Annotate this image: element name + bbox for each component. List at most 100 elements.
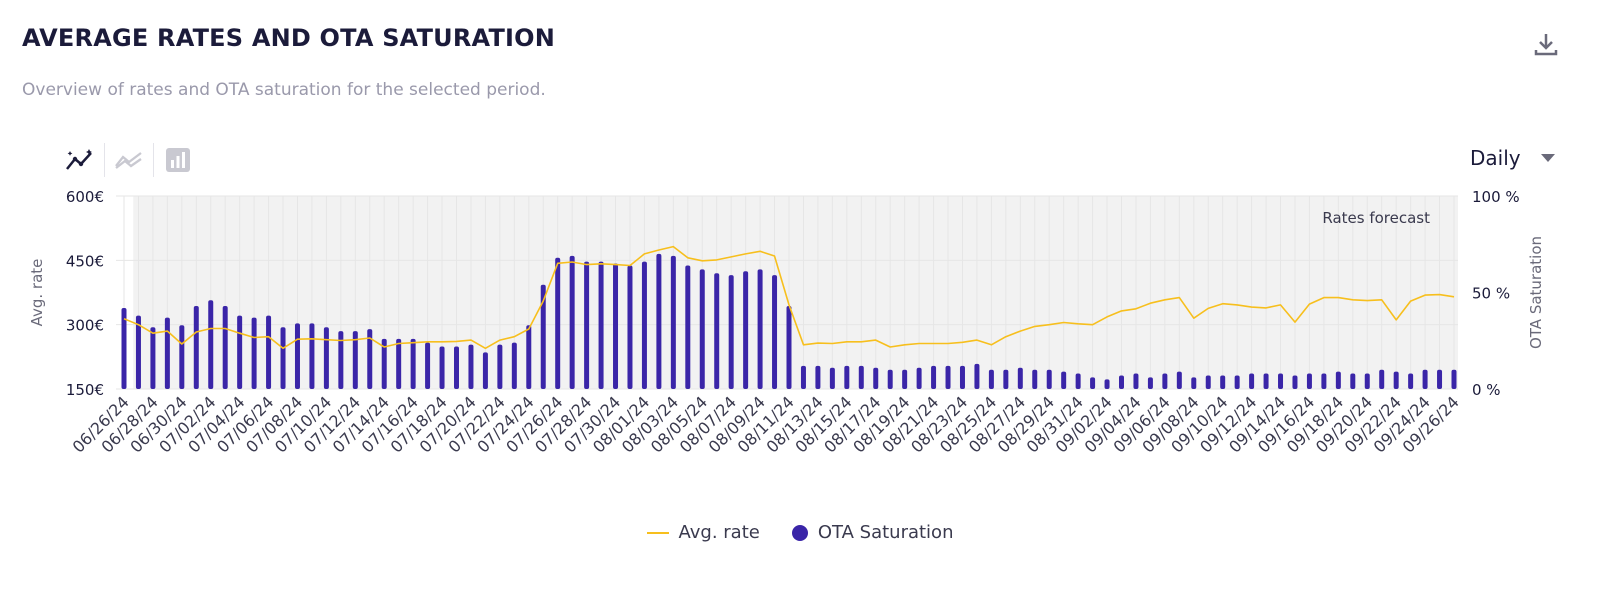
ota-saturation-bar <box>323 327 329 389</box>
ota-saturation-bar <box>1176 371 1182 389</box>
ota-saturation-bar <box>887 369 893 389</box>
ota-saturation-bar <box>1364 373 1370 389</box>
legend-item-avg-rate[interactable]: Avg. rate <box>646 522 760 543</box>
trend-line-icon[interactable] <box>109 142 149 178</box>
chart-title: AVERAGE RATES AND OTA SATURATION <box>22 24 556 52</box>
chevron-down-icon <box>1540 154 1555 162</box>
ota-saturation-bar <box>1032 369 1038 389</box>
ota-saturation-bar <box>902 369 908 389</box>
right-axis-tick-label: 0 % <box>1472 381 1501 399</box>
ota-saturation-bar <box>916 367 922 389</box>
ota-saturation-bar <box>1220 375 1226 389</box>
legend-line-swatch <box>646 531 669 534</box>
ota-saturation-bar <box>945 365 951 389</box>
ota-saturation-bar <box>1451 369 1457 389</box>
legend-label: OTA Saturation <box>817 522 954 543</box>
ota-saturation-bar <box>1263 373 1269 389</box>
download-icon[interactable] <box>1532 30 1560 58</box>
left-axis-tick-label: 300€ <box>66 317 104 335</box>
ota-saturation-bar <box>280 327 286 389</box>
ota-saturation-bar <box>1350 373 1356 389</box>
ota-saturation-bar <box>352 331 358 389</box>
left-axis-tick-label: 150€ <box>66 381 104 399</box>
ota-saturation-bar <box>858 365 864 389</box>
ota-saturation-bar <box>584 261 590 389</box>
ota-saturation-bar <box>511 342 517 389</box>
right-axis-tick-label: 100 % <box>1472 188 1520 206</box>
ota-saturation-bar <box>1335 371 1341 389</box>
ota-saturation-bar <box>309 323 315 389</box>
ota-saturation-bar <box>1119 375 1124 389</box>
right-axis-title: OTA Saturation <box>1527 236 1545 349</box>
left-axis-title: Avg. rate <box>28 259 46 327</box>
bar-chart-icon[interactable] <box>158 142 198 178</box>
ota-saturation-bar <box>150 327 156 389</box>
ota-saturation-bar <box>468 344 474 389</box>
ota-saturation-bar <box>164 317 170 389</box>
ota-saturation-bar <box>959 365 965 389</box>
ota-saturation-bar <box>844 365 850 389</box>
ota-saturation-bar <box>482 352 488 389</box>
ota-saturation-bar <box>598 261 604 389</box>
ota-saturation-bar <box>988 369 994 389</box>
ota-saturation-bar <box>1133 373 1139 389</box>
ota-saturation-bar <box>1393 371 1399 389</box>
ota-saturation-bar <box>1422 369 1428 389</box>
avg-rate-line <box>123 245 1455 350</box>
chart-subtitle: Overview of rates and OTA saturation for… <box>22 80 546 100</box>
ota-saturation-bar <box>743 271 749 389</box>
ota-saturation-bar <box>1090 377 1096 389</box>
ota-saturation-bar <box>425 342 431 389</box>
ota-saturation-bar <box>121 307 127 389</box>
ota-saturation-bar <box>670 255 676 389</box>
ota-saturation-bar <box>1408 373 1414 389</box>
ota-saturation-bar <box>1162 373 1168 389</box>
right-axis-tick-label: 50 % <box>1472 285 1510 303</box>
ota-saturation-bar <box>1104 379 1110 389</box>
ota-saturation-bar <box>1234 375 1240 389</box>
ota-saturation-bar <box>714 273 720 389</box>
ota-saturation-bar <box>1061 371 1067 389</box>
ota-saturation-bar <box>454 346 459 389</box>
ota-saturation-bar <box>540 284 546 389</box>
ota-saturation-bar <box>222 306 228 389</box>
ota-saturation-bar <box>1147 377 1153 389</box>
ota-saturation-bar <box>931 365 937 389</box>
chart-area: 150€ 300€ 450€ 600€ 0 % 50 % 100 % Avg. rate OTA… <box>28 188 1545 457</box>
ota-saturation-bar <box>656 253 662 389</box>
ota-saturation-bar <box>1205 375 1211 389</box>
ota-saturation-bar <box>829 367 835 389</box>
ota-saturation-bar <box>800 365 806 389</box>
ota-saturation-bar <box>1046 369 1052 389</box>
ota-saturation-bar <box>569 255 575 389</box>
forecast-annotation: Rates forecast <box>1322 209 1430 227</box>
toolbar-divider <box>153 143 154 177</box>
ota-saturation-bar <box>381 338 387 389</box>
period-select[interactable]: Daily <box>1470 146 1555 170</box>
ota-saturation-bar <box>193 306 199 389</box>
legend-item-ota-saturation[interactable]: OTA Saturation <box>791 522 954 543</box>
ota-saturation-bar <box>497 344 503 389</box>
ota-saturation-bar <box>1379 369 1385 389</box>
chart-legend: Avg. rate OTA Saturation <box>0 522 1600 543</box>
legend-dot-swatch <box>791 524 808 541</box>
ota-saturation-bar <box>208 300 214 389</box>
ota-saturation-bar <box>1437 369 1443 389</box>
left-axis-tick-label: 450€ <box>66 252 104 270</box>
ota-saturation-bar <box>1075 373 1081 389</box>
ota-saturation-bar <box>1249 373 1255 389</box>
ota-saturation-bar <box>873 367 879 389</box>
ota-saturation-bar <box>1003 369 1009 389</box>
ota-saturation-bar <box>266 315 272 389</box>
ota-saturation-bar <box>526 325 532 389</box>
ota-saturation-bar <box>555 257 561 389</box>
ota-saturation-bar <box>135 315 141 389</box>
ota-saturation-bar <box>974 363 980 389</box>
line-chart-active-icon[interactable] <box>60 142 100 178</box>
period-select-value: Daily <box>1470 146 1521 170</box>
ota-saturation-bar <box>772 275 778 389</box>
ota-saturation-bar <box>613 263 619 389</box>
ota-saturation-bar <box>237 315 243 389</box>
ota-saturation-bar <box>439 346 445 389</box>
ota-saturation-bar <box>1278 373 1284 389</box>
